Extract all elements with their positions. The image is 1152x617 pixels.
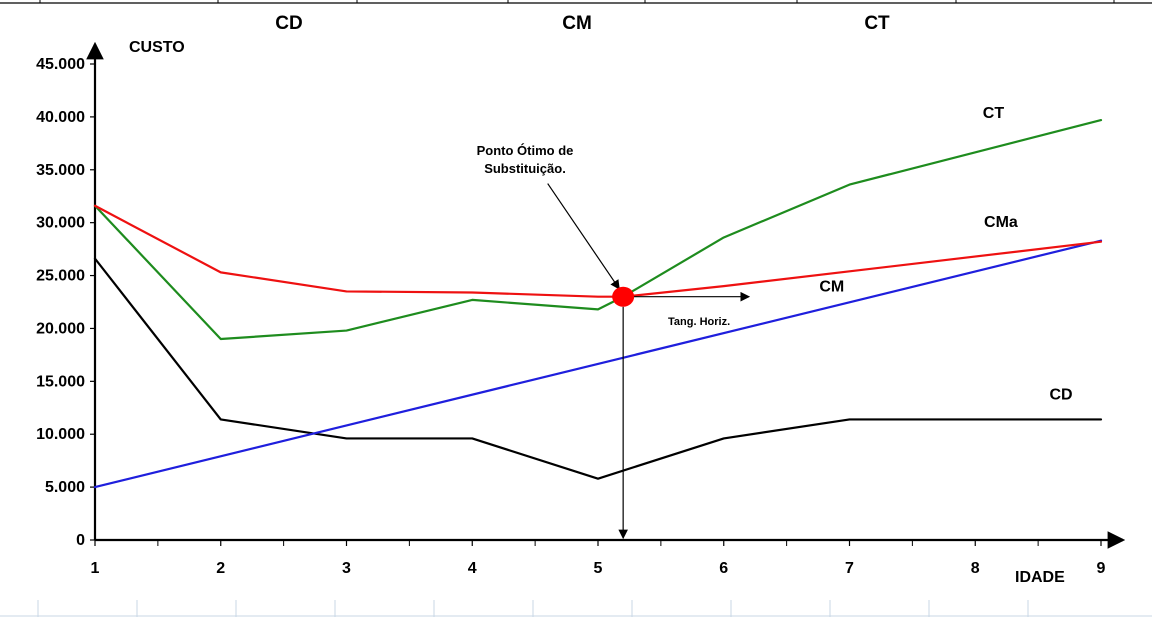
x-tick-label: 7 <box>845 560 854 577</box>
y-tick-label: 35.000 <box>36 162 85 179</box>
bottom-separators <box>0 600 1152 617</box>
series-cm-line <box>93 239 1103 489</box>
y-axis-label: CUSTO <box>129 39 185 56</box>
y-tick-label: 20.000 <box>36 320 85 337</box>
y-tick-label: 30.000 <box>36 215 85 232</box>
optimum-pointer-arrow <box>547 183 620 290</box>
y-tick-label: 5.000 <box>45 479 85 496</box>
series-label-cma: CMa <box>984 214 1018 231</box>
x-tick-label: 8 <box>971 560 980 577</box>
x-tick-label: 1 <box>91 560 100 577</box>
header-label-cd: CD <box>275 13 302 34</box>
axes: 0 5.000 10.000 15.000 20.000 25.000 30.000 35.0… <box>36 39 1126 586</box>
series-label-cm: CM <box>819 278 844 295</box>
series-ct-line <box>93 118 1103 341</box>
annotations: Ponto Ótimo de Substituição. Tang. Horiz… <box>477 143 731 328</box>
x-tick-label: 5 <box>594 560 603 577</box>
y-tick-label: 25.000 <box>36 268 85 285</box>
series-cma-line <box>93 204 1103 298</box>
x-tick-label: 9 <box>1097 560 1106 577</box>
y-tick-label: 10.000 <box>36 426 85 443</box>
header-row: CD CM CT <box>0 0 1152 34</box>
series-layer <box>93 118 1103 489</box>
x-tick-label: 2 <box>216 560 225 577</box>
series-label-ct: CT <box>983 105 1005 122</box>
y-tick-label: 45.000 <box>36 56 85 73</box>
optimum-layer <box>547 183 751 540</box>
x-tick-label: 3 <box>342 560 351 577</box>
y-tick-label: 40.000 <box>36 109 85 126</box>
x-axis-label: IDADE <box>1015 569 1065 586</box>
y-tick-label: 15.000 <box>36 373 85 390</box>
tangent-label: Tang. Horiz. <box>668 316 730 328</box>
series-cd-line <box>93 257 1103 480</box>
series-label-layer: CT CMa CM CD <box>819 105 1072 403</box>
x-tick-label: 4 <box>468 560 477 577</box>
optimum-point-marker <box>612 286 635 307</box>
header-label-cm: CM <box>562 13 592 34</box>
optimum-label-line-1: Ponto Ótimo de <box>477 143 574 158</box>
optimum-label-line-2: Substituição. <box>484 161 566 176</box>
y-tick-label: 0 <box>76 532 85 549</box>
series-label-cd: CD <box>1049 386 1072 403</box>
header-label-ct: CT <box>864 13 890 34</box>
x-tick-label: 6 <box>719 560 728 577</box>
